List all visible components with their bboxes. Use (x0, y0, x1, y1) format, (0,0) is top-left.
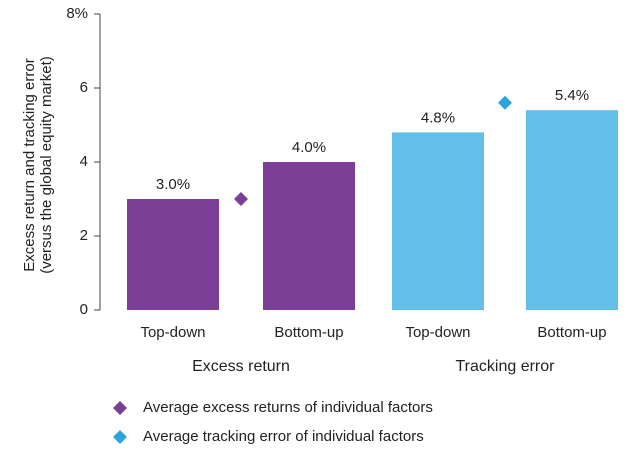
group-label: Tracking error (456, 358, 556, 375)
bar (392, 132, 484, 310)
legend-label: Average tracking error of individual fac… (143, 428, 424, 445)
bar (127, 199, 219, 310)
bar (263, 162, 355, 310)
average-marker (234, 192, 248, 206)
value-label: 4.0% (292, 139, 326, 156)
average-marker (498, 95, 512, 110)
y-axis-title-line: Excess return and tracking error (21, 58, 38, 271)
x-tick-label: Top-down (405, 324, 470, 341)
value-label: 3.0% (156, 176, 190, 193)
value-label: 4.8% (421, 109, 455, 126)
y-tick-label: 0 (80, 301, 88, 318)
x-tick-label: Bottom-up (274, 324, 343, 341)
legend-label: Average excess returns of individual fac… (143, 399, 433, 416)
y-axis-title-line: (versus the global equity market) (38, 56, 55, 274)
y-tick-label: 4 (80, 153, 88, 170)
y-tick-label: 8% (66, 5, 88, 22)
x-tick-label: Bottom-up (537, 324, 606, 341)
group-label: Excess return (192, 358, 290, 375)
value-label: 5.4% (555, 87, 589, 104)
legend-marker (113, 430, 127, 444)
y-axis-title: Excess return and tracking error (versus… (21, 56, 55, 274)
y-tick-label: 6 (80, 79, 88, 96)
legend-marker (113, 401, 127, 415)
x-tick-label: Top-down (140, 324, 205, 341)
y-tick-label: 2 (80, 227, 88, 244)
bar (526, 110, 618, 310)
